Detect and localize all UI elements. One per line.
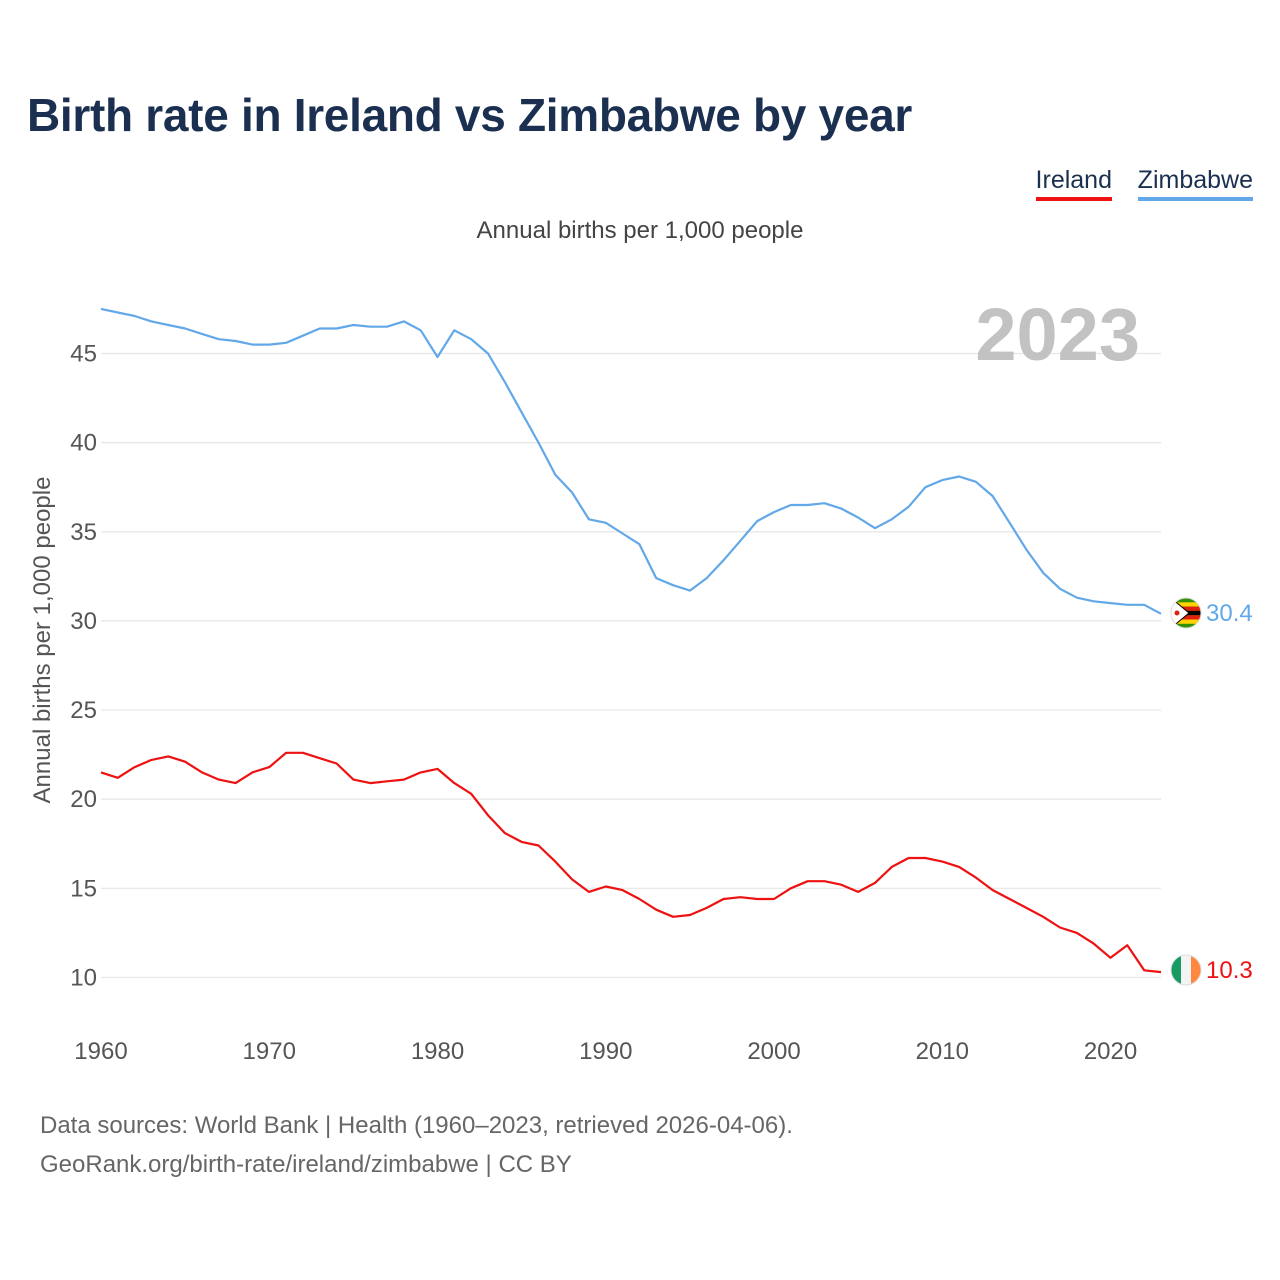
x-tick-label: 1990: [579, 1038, 632, 1065]
x-tick-label: 2020: [1084, 1038, 1137, 1065]
x-tick-label: 2000: [747, 1038, 800, 1065]
zimbabwe-flag-icon: [1171, 598, 1201, 628]
x-tick-label: 1980: [411, 1038, 464, 1065]
y-tick-label: 20: [70, 786, 97, 813]
zimbabwe-flag-ring: [1170, 597, 1202, 629]
ireland-flag-ring: [1170, 954, 1202, 986]
y-tick-label: 40: [70, 430, 97, 457]
source-line-1: Data sources: World Bank | Health (1960–…: [40, 1112, 793, 1139]
x-tick-label: 1970: [243, 1038, 296, 1065]
series-line-ireland[interactable]: [100, 751, 1162, 974]
series-lines: [100, 307, 1162, 974]
legend-item-zimbabwe[interactable]: Zimbabwe: [1137, 166, 1253, 201]
source-line-2[interactable]: GeoRank.org/birth-rate/ireland/zimbabwe …: [40, 1151, 572, 1178]
legend-item-ireland[interactable]: Ireland: [1035, 166, 1112, 201]
grid-lines: [101, 352, 1161, 979]
x-tick-label: 2010: [916, 1038, 969, 1065]
chart-title: Birth rate in Ireland vs Zimbabwe by yea…: [27, 89, 912, 141]
y-tick-label: 15: [70, 875, 97, 902]
line-chart: 2023 Annual births per 1,000 people 10 15…: [29, 293, 1253, 1065]
zimbabwe-end-value: 30.4: [1206, 600, 1253, 627]
x-axis-ticks: 1960 1970 1980 1990 2000 2010 2020: [74, 1038, 1137, 1065]
series-line-zimbabwe[interactable]: [100, 307, 1162, 615]
y-tick-label: 10: [70, 964, 97, 991]
x-tick-label: 1960: [74, 1038, 127, 1065]
y-tick-label: 35: [70, 519, 97, 546]
y-tick-label: 45: [70, 340, 97, 367]
y-axis-ticks: 10 15 20 25 30 35 40 45: [70, 340, 97, 991]
chart-subtitle: Annual births per 1,000 people: [476, 217, 804, 244]
y-tick-label: 30: [70, 608, 97, 635]
y-axis-label: Annual births per 1,000 people: [29, 477, 56, 804]
source-note: Data sources: World Bank | Health (1960–…: [40, 1106, 793, 1184]
year-watermark: 2023: [975, 293, 1140, 376]
ireland-flag-icon: [1171, 955, 1201, 985]
y-tick-label: 25: [70, 697, 97, 724]
ireland-end-value: 10.3: [1206, 957, 1253, 984]
